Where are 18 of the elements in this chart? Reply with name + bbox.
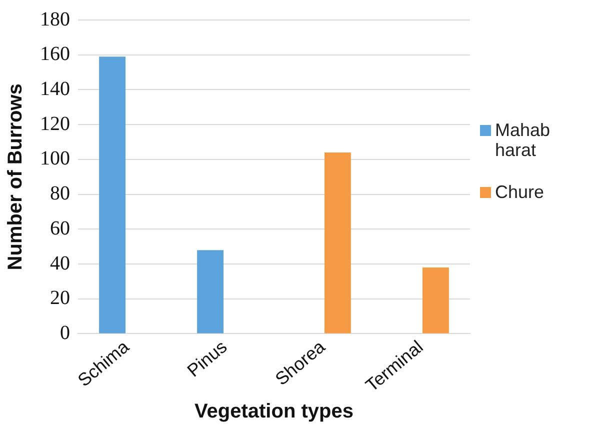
bar [99, 56, 126, 334]
y-tick-label: 80 [50, 182, 70, 205]
legend-label: Chure [495, 182, 546, 202]
y-tick-label: 120 [40, 112, 70, 135]
y-axis-title: Number of Burrows [4, 84, 27, 270]
bar [324, 152, 351, 334]
bar [422, 268, 449, 334]
bar [197, 250, 224, 334]
legend-label: Mahabharat [495, 120, 552, 160]
y-tick-label: 0 [60, 322, 70, 344]
y-tick-label: 160 [40, 43, 70, 66]
y-tick-label: 180 [40, 8, 70, 30]
x-axis-title: Vegetation types [194, 400, 354, 423]
y-tick-label: 140 [40, 78, 70, 100]
y-tick-label: 100 [40, 148, 70, 170]
y-tick-label: 20 [50, 287, 70, 310]
y-tick-label: 60 [50, 217, 70, 240]
y-tick-label: 40 [50, 252, 70, 274]
